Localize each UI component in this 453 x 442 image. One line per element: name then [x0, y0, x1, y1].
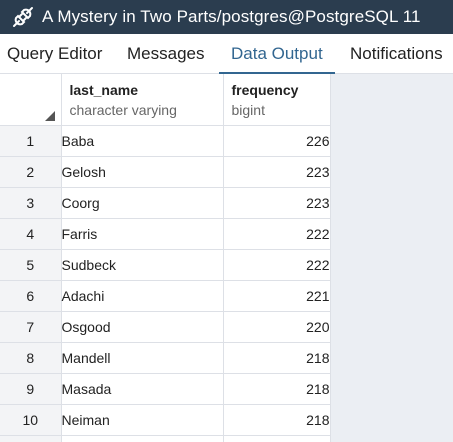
- column-header-frequency[interactable]: frequency bigint: [223, 74, 331, 126]
- cell-frequency[interactable]: 223: [223, 156, 331, 188]
- cell-frequency[interactable]: 221: [223, 280, 331, 312]
- cell-frequency[interactable]: 223: [223, 187, 331, 219]
- row-number[interactable]: [0, 435, 62, 442]
- table-header-row: last_name character varying frequency bi…: [0, 74, 331, 126]
- table-row[interactable]: 9 Masada 218: [0, 373, 331, 405]
- cell-last-name[interactable]: Neiman: [61, 404, 224, 436]
- tab-messages[interactable]: Messages: [127, 44, 205, 63]
- row-number[interactable]: 4: [0, 218, 62, 250]
- cell-last-name[interactable]: Adachi: [61, 280, 224, 312]
- window-title: A Mystery in Two Parts/postgres@PostgreS…: [42, 7, 421, 26]
- cell-frequency[interactable]: 226: [223, 125, 331, 157]
- select-all-corner[interactable]: [0, 74, 62, 126]
- table-row[interactable]: 10 Neiman 218: [0, 404, 331, 436]
- cell-frequency[interactable]: [223, 435, 331, 442]
- query-tool-title-bar: A Mystery in Two Parts/postgres@PostgreS…: [0, 0, 453, 34]
- tab-data-output[interactable]: Data Output: [219, 34, 335, 75]
- cell-frequency[interactable]: 222: [223, 218, 331, 250]
- cell-last-name[interactable]: Gelosh: [61, 156, 224, 188]
- cell-frequency[interactable]: 218: [223, 373, 331, 405]
- column-type: character varying: [69, 102, 177, 118]
- data-output-grid: last_name character varying frequency bi…: [0, 74, 453, 442]
- cell-frequency[interactable]: 218: [223, 342, 331, 374]
- select-all-triangle-icon[interactable]: [44, 110, 55, 121]
- tab-query-editor[interactable]: Query Editor: [7, 44, 103, 63]
- row-number[interactable]: 5: [0, 249, 62, 281]
- cell-last-name[interactable]: Osgood: [61, 311, 224, 343]
- cell-last-name[interactable]: Farris: [61, 218, 224, 250]
- column-type: bigint: [231, 102, 265, 118]
- cell-last-name[interactable]: Baba: [61, 125, 224, 157]
- column-name: frequency: [231, 82, 299, 98]
- cell-frequency[interactable]: 220: [223, 311, 331, 343]
- row-number[interactable]: 7: [0, 311, 62, 343]
- connection-plug-icon: [10, 4, 36, 30]
- cell-frequency[interactable]: 218: [223, 404, 331, 436]
- row-number[interactable]: 1: [0, 125, 62, 157]
- table-row[interactable]: 8 Mandell 218: [0, 342, 331, 374]
- row-number[interactable]: 2: [0, 156, 62, 188]
- row-number[interactable]: 6: [0, 280, 62, 312]
- cell-last-name[interactable]: [61, 435, 224, 442]
- column-header-last-name[interactable]: last_name character varying: [61, 74, 224, 126]
- row-number[interactable]: 10: [0, 404, 62, 436]
- row-number[interactable]: 9: [0, 373, 62, 405]
- table-row[interactable]: 1 Baba 226: [0, 125, 331, 157]
- row-number[interactable]: 8: [0, 342, 62, 374]
- cell-last-name[interactable]: Sudbeck: [61, 249, 224, 281]
- table-row[interactable]: [0, 435, 331, 442]
- table-row[interactable]: 2 Gelosh 223: [0, 156, 331, 188]
- tab-notifications[interactable]: Notifications: [350, 44, 443, 63]
- cell-frequency[interactable]: 222: [223, 249, 331, 281]
- table-row[interactable]: 6 Adachi 221: [0, 280, 331, 312]
- cell-last-name[interactable]: Masada: [61, 373, 224, 405]
- column-name: last_name: [69, 82, 138, 98]
- table-row[interactable]: 5 Sudbeck 222: [0, 249, 331, 281]
- table-row[interactable]: 4 Farris 222: [0, 218, 331, 250]
- cell-last-name[interactable]: Coorg: [61, 187, 224, 219]
- table-row[interactable]: 3 Coorg 223: [0, 187, 331, 219]
- panel-tab-bar: Query Editor Messages Data Output Notifi…: [0, 34, 453, 75]
- result-table: last_name character varying frequency bi…: [0, 74, 331, 442]
- table-row[interactable]: 7 Osgood 220: [0, 311, 331, 343]
- cell-last-name[interactable]: Mandell: [61, 342, 224, 374]
- row-number[interactable]: 3: [0, 187, 62, 219]
